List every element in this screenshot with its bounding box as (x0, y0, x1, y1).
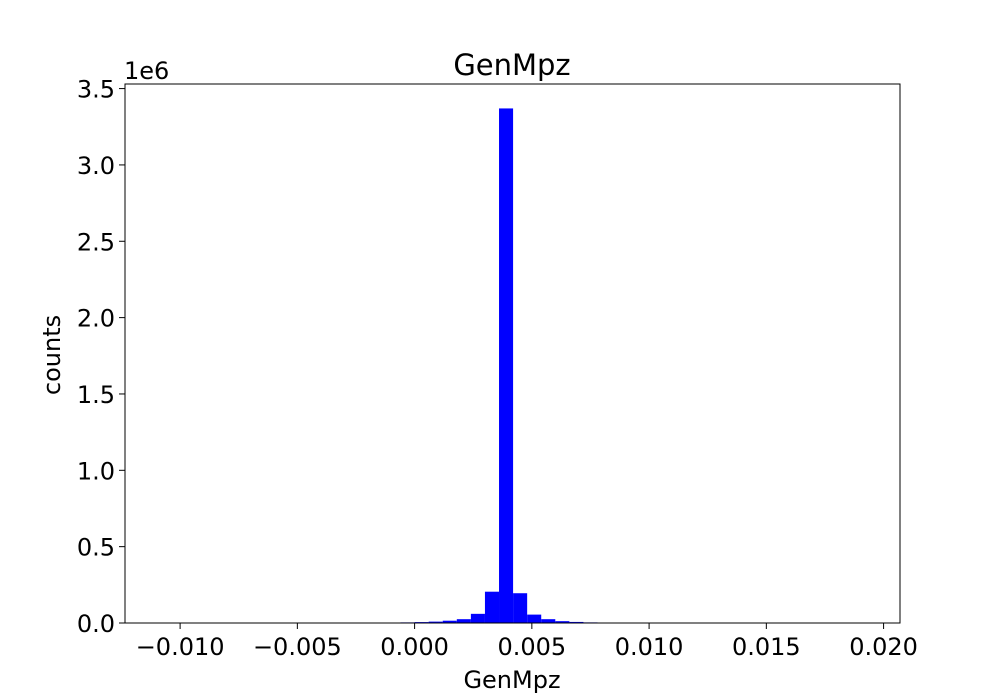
x-tick-label: 0.000 (380, 633, 449, 661)
x-tick-label: 0.010 (615, 633, 684, 661)
chart-title: GenMpz (453, 48, 570, 82)
y-tick-label: 3.0 (77, 152, 115, 180)
x-axis: −0.010 −0.005 0.000 0.005 0.010 0.015 0.020 (136, 623, 918, 661)
y-tick-label: 1.0 (77, 457, 115, 485)
y-axis: 0.0 0.5 1.0 1.5 2.0 2.5 3.0 3.5 (77, 76, 125, 638)
bars-group (400, 108, 598, 623)
histogram-bar (555, 621, 570, 623)
histogram-bar (499, 108, 514, 623)
histogram-bar (513, 593, 528, 623)
x-tick-label: 0.020 (849, 633, 918, 661)
y-axis-title: counts (38, 315, 66, 395)
histogram-bar (442, 620, 457, 623)
y-tick-label: 2.0 (77, 305, 115, 333)
histogram-bar (569, 621, 584, 623)
y-tick-label: 0.0 (77, 610, 115, 638)
histogram-bar (527, 614, 542, 623)
histogram-bar (470, 613, 485, 623)
y-tick-label: 2.5 (77, 228, 115, 256)
histogram-bar (428, 621, 443, 623)
y-tick-label: 3.5 (77, 76, 115, 104)
y-tick-label: 0.5 (77, 534, 115, 562)
histogram-bar (484, 591, 500, 623)
x-tick-label: −0.010 (136, 633, 225, 661)
x-tick-label: 0.005 (497, 633, 566, 661)
histogram-bar (541, 619, 556, 623)
x-axis-title: GenMpz (463, 666, 560, 694)
x-tick-label: −0.005 (253, 633, 342, 661)
y-tick-label: 1.5 (77, 381, 115, 409)
histogram-bar (456, 619, 471, 623)
x-tick-label: 0.015 (732, 633, 801, 661)
y-offset-label: 1e6 (124, 57, 169, 85)
plot-frame (124, 83, 901, 624)
